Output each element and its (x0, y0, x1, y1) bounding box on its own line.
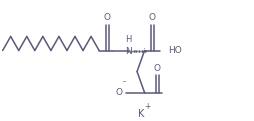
Text: O: O (154, 64, 161, 73)
Text: +: + (144, 102, 150, 111)
Text: HO: HO (168, 46, 182, 55)
Text: ,·: ,· (141, 45, 146, 54)
Text: K: K (138, 109, 144, 119)
Text: O: O (104, 13, 111, 22)
Text: H: H (125, 35, 131, 45)
Text: -: - (122, 78, 125, 87)
Text: O: O (149, 13, 156, 22)
Text: N: N (125, 47, 132, 56)
Text: O: O (116, 88, 123, 97)
